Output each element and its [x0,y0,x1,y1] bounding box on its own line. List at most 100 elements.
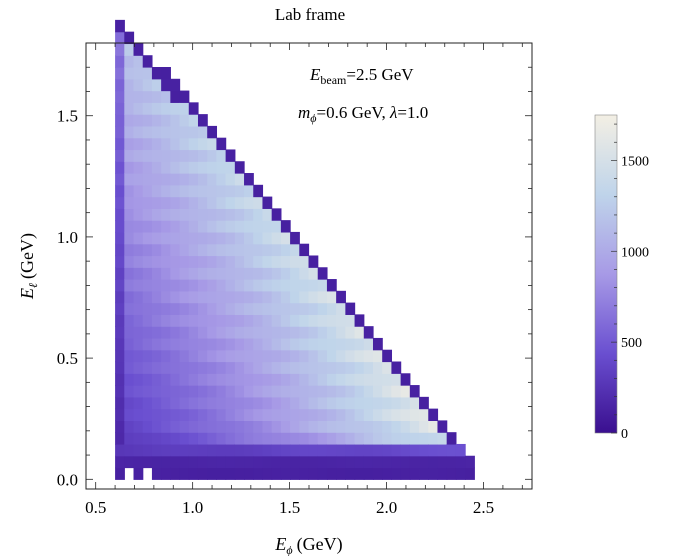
heatmap-cell [225,396,236,410]
heatmap-cell [151,90,162,103]
heatmap-cell [354,432,365,445]
heatmap-cell [372,408,383,421]
heatmap-cell [170,420,181,433]
heatmap-cell [124,337,135,351]
heatmap-cell [197,220,208,233]
heatmap-cell [428,467,439,480]
heatmap-cell [216,220,227,233]
heatmap-cell [133,326,144,339]
heatmap-cell [262,349,273,363]
heatmap-cell [151,396,162,410]
heatmap-cell [188,114,199,127]
heatmap-cell [142,443,153,457]
heatmap-cell [170,361,181,374]
heatmap-cell [188,161,199,174]
y-tick-label: 1.0 [57,228,78,247]
heatmap-cell [271,443,282,457]
heatmap-cell [115,196,125,209]
heatmap-cell [244,243,254,257]
heatmap-cell [170,314,181,327]
heatmap-cell [216,161,227,174]
heatmap-cell [308,314,319,327]
heatmap-cell [161,385,171,398]
heatmap-cell [133,243,144,257]
heatmap-cell [299,373,310,386]
heatmap-cell [271,243,282,257]
heatmap-cell [133,43,144,56]
heatmap-cell [161,337,171,351]
heatmap-cell [179,290,190,304]
heatmap-cell [336,290,346,304]
heatmap-cell [151,432,162,445]
heatmap-cell [207,373,218,386]
heatmap-cell [207,349,218,363]
heatmap-cell [133,114,144,127]
heatmap-cell [354,349,365,363]
heatmap-cell [124,173,135,186]
heatmap-cell [271,420,282,433]
heatmap-cell [336,349,346,363]
heatmap-cell [326,290,337,304]
heatmap-cell [234,337,245,351]
heatmap-cell [336,373,346,386]
heatmap-cell [188,396,199,410]
heatmap-cell [179,349,190,363]
heatmap-cell [124,114,135,127]
heatmap-cell [253,267,264,280]
heatmap-cell [124,184,135,198]
heatmap-cell [179,443,190,457]
heatmap-cell [151,184,162,198]
heatmap-cell [124,137,135,151]
heatmap-cell [170,125,181,139]
heatmap-cell [225,231,236,245]
heatmap-cell [391,443,402,457]
heatmap-cell [280,361,291,374]
heatmap-cell [170,396,181,410]
heatmap-cell [280,467,291,480]
heatmap-cell [197,326,208,339]
heatmap-cell [290,255,300,268]
heatmap-cell [225,326,236,339]
heatmap-cell [197,161,208,174]
heatmap-cell [142,196,153,209]
heatmap-cell [382,385,393,398]
heatmap-cell [115,149,125,162]
heatmap-cell [207,396,218,410]
heatmap-cell [115,302,125,315]
heatmap-cell [151,279,162,292]
heatmap-cell [290,443,300,457]
heatmap-cell [188,149,199,162]
heatmap-cell [317,314,328,327]
heatmap-cell [216,231,227,245]
heatmap-cell [179,243,190,257]
heatmap-cell [170,137,181,151]
heatmap-cell [188,220,199,233]
heatmap-cell [216,208,227,221]
heatmap-cell [133,314,144,327]
heatmap-cell [345,385,356,398]
heatmap-cell [437,420,448,433]
heatmap-cell [345,455,356,469]
x-axis: 0.5 1.0 1.5 2.0 2.5 [85,43,523,517]
heatmap-cell [161,443,171,457]
heatmap-cell [363,432,374,445]
colorbar-tick-label: 1000 [621,245,649,260]
heatmap-cell [271,432,282,445]
heatmap-cell [225,290,236,304]
heatmap-cell [124,314,135,327]
heatmap-cell [151,267,162,280]
heatmap-cell [244,279,254,292]
heatmap-cell [253,455,264,469]
heatmap-cell [161,290,171,304]
heatmap-cell [290,361,300,374]
heatmap-cell [151,373,162,386]
heatmap-cell [188,302,199,315]
heatmap-cell [151,290,162,304]
heatmap-cell [124,67,135,80]
heatmap-cell [336,302,346,315]
heatmap-cell [280,326,291,339]
heatmap-cell [262,267,273,280]
heatmap-cell [271,455,282,469]
colorbar: 0 500 1000 1500 [594,114,649,442]
heatmap-cell [124,125,135,139]
